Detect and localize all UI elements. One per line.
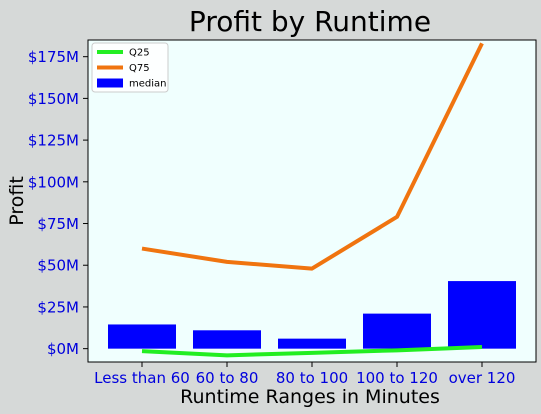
y-tick-label: $100M <box>28 173 79 191</box>
chart-title: Profit by Runtime <box>189 5 431 38</box>
y-tick-label: $125M <box>28 132 79 150</box>
y-tick-label: $175M <box>28 48 79 66</box>
y-axis-label: Profit <box>6 176 28 226</box>
x-axis: Less than 60 60 to 80 80 to 100 100 to 120 o… <box>94 362 515 387</box>
bar-median-1 <box>193 330 261 349</box>
lines-layer <box>141 42 484 358</box>
x-tick-label: 80 to 100 <box>276 369 348 387</box>
y-tick-label: $75M <box>37 215 79 233</box>
x-tick-label: Less than 60 <box>94 369 190 387</box>
y-tick-label: $0M <box>47 340 79 358</box>
y-tick-label: $25M <box>37 298 79 316</box>
legend-label-median: median <box>129 79 167 90</box>
bar-median-3 <box>363 313 431 349</box>
x-tick-label: 100 to 120 <box>356 369 438 387</box>
y-tick-label: $50M <box>37 257 79 275</box>
bar-median-4 <box>448 281 516 349</box>
bar-median-2 <box>278 338 346 349</box>
bar-median-0 <box>108 324 176 349</box>
y-tick-label: $150M <box>28 90 79 108</box>
bars-layer <box>108 281 516 349</box>
x-axis-label: Runtime Ranges in Minutes <box>180 386 440 408</box>
line-q75 <box>141 42 484 271</box>
line-q25 <box>141 344 483 358</box>
x-tick-label: 60 to 80 <box>196 369 259 387</box>
x-tick-label: over 120 <box>449 369 516 387</box>
y-axis: $0M $25M $50M $75M $100M $125M $150M $175M <box>28 48 88 358</box>
legend: Q25 Q75 median <box>91 42 169 93</box>
legend-label-q75: Q75 <box>129 63 150 74</box>
legend-swatch-median <box>97 78 123 88</box>
legend-label-q25: Q25 <box>129 48 150 59</box>
